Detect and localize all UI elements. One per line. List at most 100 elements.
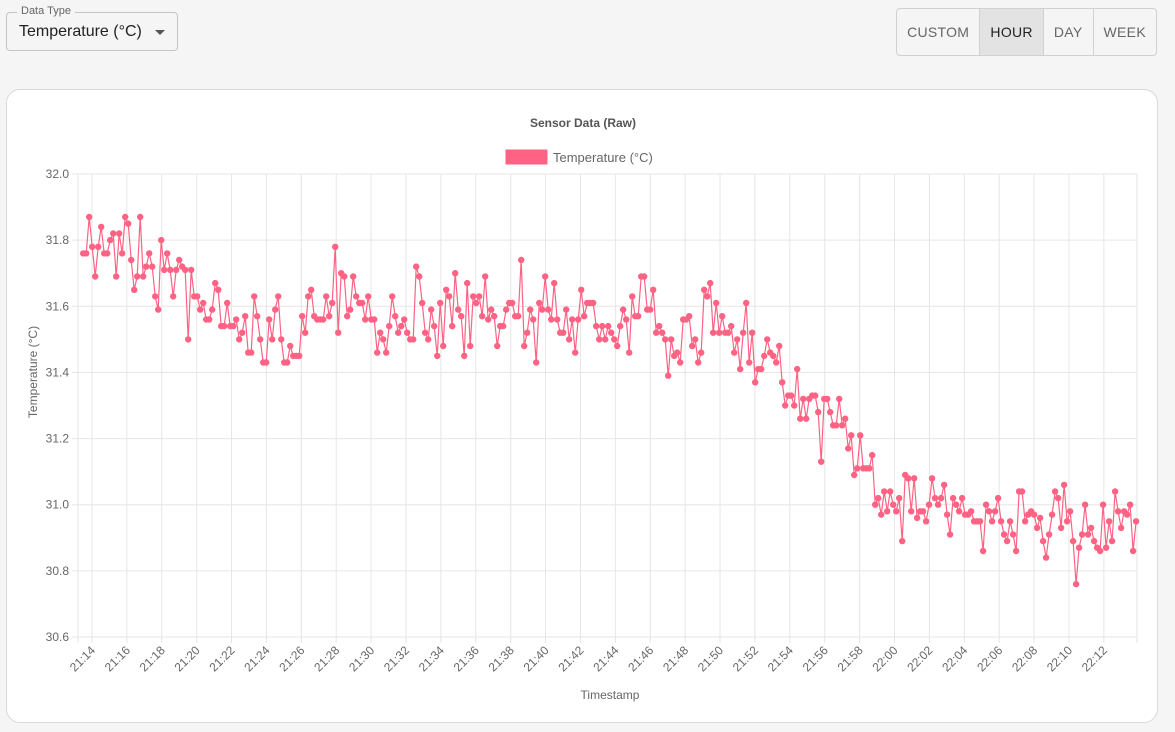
data-point	[422, 329, 429, 336]
data-point	[188, 266, 195, 274]
data-point	[1078, 531, 1086, 538]
x-tick-label: 21:50	[695, 643, 726, 674]
data-point	[1105, 518, 1113, 525]
data-point	[575, 316, 582, 323]
data-point	[509, 299, 516, 307]
range-custom-button[interactable]: CUSTOM	[897, 9, 981, 55]
data-point	[104, 250, 111, 257]
data-point	[958, 494, 966, 502]
data-point	[344, 313, 351, 320]
data-point	[650, 286, 657, 293]
data-point	[278, 336, 285, 343]
data-point	[689, 342, 696, 350]
data-point	[611, 336, 618, 343]
data-point	[842, 415, 849, 422]
data-point	[1099, 501, 1107, 508]
data-point	[737, 365, 744, 373]
sensor-line-chart: Sensor Data (Raw) Temperature (°C) 32.03…	[26, 116, 1140, 702]
data-point	[1003, 537, 1011, 545]
x-tick-label: 21:24	[241, 643, 272, 674]
data-point	[467, 342, 474, 350]
y-tick-label: 30.8	[46, 564, 70, 578]
data-point	[185, 336, 192, 343]
data-point	[794, 365, 801, 373]
data-point	[743, 299, 750, 307]
x-tick-label: 22:06	[974, 643, 1005, 674]
range-day-button[interactable]: DAY	[1044, 9, 1094, 55]
data-point	[380, 336, 387, 343]
data-point	[878, 511, 885, 518]
data-point	[194, 293, 201, 300]
data-point	[149, 263, 156, 270]
data-point	[521, 342, 528, 350]
data-point	[1006, 518, 1014, 525]
data-point	[940, 481, 948, 489]
data-point	[239, 329, 246, 336]
data-point	[374, 349, 381, 356]
data-point	[851, 471, 858, 479]
x-tick-label: 21:38	[486, 643, 517, 674]
data-point	[530, 316, 537, 323]
data-point	[1114, 508, 1122, 515]
data-point	[884, 508, 891, 515]
data-point	[527, 306, 534, 313]
data-point	[1072, 580, 1080, 588]
data-point	[110, 230, 117, 237]
range-week-button[interactable]: WEEK	[1103, 24, 1146, 40]
data-point	[119, 250, 126, 257]
data-point	[1108, 537, 1116, 545]
temperature-series	[80, 213, 1140, 588]
x-tick-label: 21:36	[451, 643, 482, 674]
data-point	[341, 273, 348, 280]
data-point	[875, 494, 882, 502]
data-point	[1069, 537, 1077, 545]
data-point	[782, 402, 789, 409]
data-point	[470, 293, 477, 300]
x-tick-label: 21:46	[625, 643, 656, 674]
data-point	[749, 329, 756, 336]
data-point	[140, 273, 147, 280]
data-point	[1060, 481, 1068, 489]
data-point	[1012, 547, 1020, 555]
data-type-select[interactable]: Data Type Temperature (°C)	[6, 5, 178, 51]
x-tick-label: 21:26	[276, 643, 307, 674]
data-point	[725, 329, 732, 336]
data-point	[617, 322, 624, 330]
data-point	[500, 322, 507, 330]
chart-legend[interactable]: Temperature (°C)	[505, 149, 653, 165]
data-point	[815, 408, 822, 416]
data-point	[446, 293, 453, 300]
data-point	[116, 230, 123, 237]
data-point	[143, 263, 150, 270]
range-hour-button[interactable]: HOUR	[980, 9, 1044, 55]
data-point	[503, 306, 510, 313]
data-point	[272, 306, 279, 313]
data-point	[392, 313, 399, 320]
data-point	[266, 316, 273, 323]
data-point	[779, 379, 786, 386]
data-point	[629, 293, 636, 300]
data-point	[131, 286, 138, 293]
data-point	[626, 349, 633, 356]
data-point	[659, 329, 666, 336]
data-point	[791, 402, 798, 409]
data-point	[946, 531, 954, 538]
data-point	[485, 316, 492, 323]
data-point	[845, 445, 852, 452]
temperature-line	[83, 214, 1137, 585]
chart-grid	[72, 173, 1138, 643]
data-point	[758, 365, 765, 373]
data-point	[515, 313, 522, 320]
data-point	[458, 313, 465, 320]
data-point	[1096, 547, 1104, 555]
data-point	[908, 508, 915, 515]
data-point	[824, 395, 831, 403]
x-tick-label: 21:32	[381, 643, 412, 674]
data-point	[800, 395, 807, 403]
data-point	[224, 299, 231, 307]
data-point	[1045, 531, 1053, 538]
data-point	[848, 432, 855, 439]
data-point	[473, 299, 480, 307]
data-point	[377, 329, 384, 336]
data-point	[1057, 524, 1065, 532]
